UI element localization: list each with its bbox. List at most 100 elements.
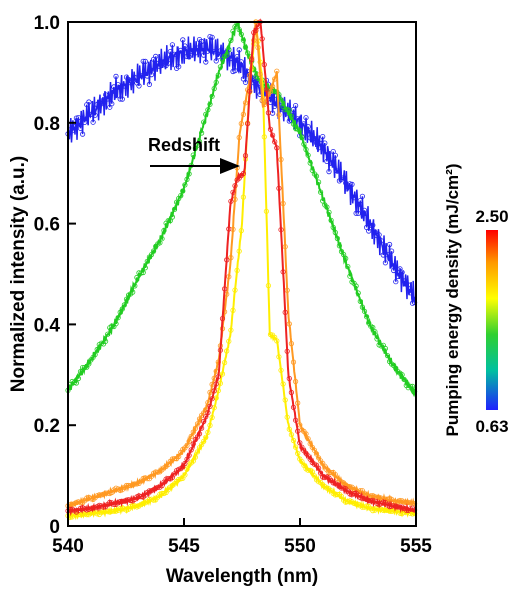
series-point — [184, 442, 190, 448]
series-point — [148, 72, 155, 78]
series-point — [132, 283, 138, 289]
series-point — [340, 485, 347, 491]
series-point — [77, 500, 84, 506]
series-point — [236, 248, 242, 254]
series-point — [305, 467, 311, 473]
series-point — [286, 375, 292, 382]
y-tick-label: 0.8 — [34, 114, 60, 135]
series-line — [67, 36, 417, 304]
series-point — [207, 422, 213, 428]
series-point — [213, 79, 219, 85]
series-point — [92, 112, 98, 118]
series-point — [219, 315, 226, 322]
series-point — [328, 469, 334, 476]
series-point — [305, 124, 311, 130]
series-point — [232, 183, 238, 189]
series-point — [113, 73, 119, 80]
series-point — [313, 173, 320, 179]
series-point — [382, 345, 388, 352]
series-point — [349, 181, 355, 187]
series-point — [265, 282, 271, 289]
series-point — [378, 238, 384, 244]
series-point — [267, 126, 274, 132]
series-point — [178, 47, 184, 54]
series-point — [290, 404, 297, 410]
series-point — [317, 189, 324, 195]
series-point — [336, 243, 342, 249]
series-point — [332, 229, 338, 236]
series-point — [176, 453, 182, 460]
series-point — [75, 115, 82, 121]
series-point — [211, 388, 217, 394]
series-point — [265, 110, 271, 116]
series-point — [71, 379, 77, 386]
series-point — [407, 290, 413, 296]
series-2 — [65, 19, 418, 521]
series-point — [136, 83, 142, 89]
series-point — [119, 306, 125, 312]
series-point — [138, 270, 144, 276]
series-point — [171, 455, 178, 462]
series-point — [357, 487, 363, 494]
series-point — [73, 115, 80, 121]
series-point — [184, 456, 190, 462]
series-point — [328, 160, 334, 166]
series-point — [278, 156, 284, 163]
series-point — [186, 438, 192, 444]
series-point — [363, 314, 370, 320]
series-point — [320, 134, 326, 140]
series-point — [236, 26, 242, 33]
series-point — [236, 47, 242, 53]
series-point — [182, 460, 188, 467]
series-point — [151, 248, 157, 254]
series-point — [326, 209, 332, 215]
series-point — [226, 47, 232, 53]
series-point — [368, 222, 374, 228]
series-point — [366, 228, 372, 234]
series-point — [322, 140, 328, 146]
series-point — [103, 92, 109, 98]
series-point — [295, 116, 301, 122]
series-point — [269, 83, 276, 90]
series-point — [209, 414, 215, 421]
series-point — [80, 131, 86, 137]
series-point — [280, 200, 286, 207]
series-point — [222, 286, 228, 292]
series-point — [297, 440, 303, 446]
series-point — [100, 504, 107, 510]
series-point — [203, 434, 209, 440]
series-point — [134, 481, 140, 487]
series-point — [309, 469, 315, 475]
series-point — [286, 321, 292, 327]
series-point — [278, 227, 284, 233]
series-point — [334, 168, 340, 174]
series-point — [230, 189, 236, 195]
series-point — [90, 119, 96, 125]
series-point — [186, 171, 192, 177]
series-point — [292, 417, 299, 423]
series-point — [299, 134, 305, 140]
series-point — [219, 371, 226, 377]
series-point — [286, 107, 292, 113]
series-point — [188, 447, 194, 453]
series-point — [75, 375, 82, 382]
series-point — [188, 433, 194, 439]
series-point — [176, 64, 182, 70]
series-point — [255, 23, 261, 29]
series-point — [353, 283, 359, 289]
series-point — [263, 87, 269, 93]
series-point — [140, 500, 146, 506]
series-point — [207, 101, 213, 107]
series-point — [240, 111, 246, 117]
series-point — [347, 273, 353, 279]
redshift-annotation: Redshift — [148, 135, 220, 155]
series-point — [190, 441, 196, 447]
series-point — [161, 227, 167, 234]
series-point — [247, 88, 253, 94]
series-point — [213, 381, 219, 387]
series-point — [274, 338, 280, 344]
series-point — [355, 290, 361, 296]
series-point — [295, 400, 301, 406]
series-point — [180, 188, 186, 194]
x-tick-label: 540 — [52, 536, 84, 557]
